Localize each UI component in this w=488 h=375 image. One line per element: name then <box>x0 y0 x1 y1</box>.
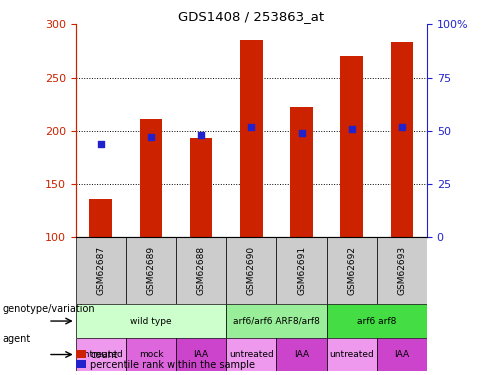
Point <box>147 134 155 140</box>
Bar <box>341 56 363 237</box>
Bar <box>190 138 212 237</box>
Text: IAA: IAA <box>194 350 209 359</box>
FancyBboxPatch shape <box>176 338 226 371</box>
FancyBboxPatch shape <box>326 338 377 371</box>
FancyBboxPatch shape <box>76 338 126 371</box>
Text: GSM62691: GSM62691 <box>297 246 306 296</box>
Text: wild type: wild type <box>130 316 172 326</box>
Text: genotype/variation: genotype/variation <box>2 304 95 314</box>
Bar <box>240 40 263 237</box>
FancyBboxPatch shape <box>377 237 427 304</box>
Point <box>247 124 255 130</box>
FancyBboxPatch shape <box>126 338 176 371</box>
Bar <box>140 119 162 237</box>
FancyBboxPatch shape <box>326 237 377 304</box>
Text: GSM62687: GSM62687 <box>96 246 105 296</box>
Text: arf6/arf6 ARF8/arf8: arf6/arf6 ARF8/arf8 <box>233 316 320 326</box>
FancyBboxPatch shape <box>126 237 176 304</box>
Text: count: count <box>90 350 118 360</box>
Text: GSM62689: GSM62689 <box>146 246 156 296</box>
Point <box>348 126 356 132</box>
FancyBboxPatch shape <box>377 338 427 371</box>
FancyBboxPatch shape <box>276 237 326 304</box>
Bar <box>290 108 313 237</box>
FancyBboxPatch shape <box>76 237 126 304</box>
Bar <box>89 199 112 237</box>
Text: untreated: untreated <box>229 350 274 359</box>
FancyBboxPatch shape <box>276 338 326 371</box>
FancyBboxPatch shape <box>226 304 326 338</box>
FancyBboxPatch shape <box>226 338 276 371</box>
Text: untreated: untreated <box>79 350 123 359</box>
Title: GDS1408 / 253863_at: GDS1408 / 253863_at <box>178 10 325 23</box>
FancyBboxPatch shape <box>326 304 427 338</box>
Text: untreated: untreated <box>329 350 374 359</box>
Text: arf6 arf8: arf6 arf8 <box>357 316 396 326</box>
Bar <box>390 42 413 237</box>
FancyBboxPatch shape <box>226 237 276 304</box>
Text: mock: mock <box>139 350 163 359</box>
Text: IAA: IAA <box>294 350 309 359</box>
Text: GSM62690: GSM62690 <box>247 246 256 296</box>
Text: IAA: IAA <box>394 350 409 359</box>
FancyBboxPatch shape <box>76 304 226 338</box>
Point <box>197 132 205 138</box>
Point <box>298 130 305 136</box>
FancyBboxPatch shape <box>176 237 226 304</box>
Text: agent: agent <box>2 334 31 344</box>
Text: GSM62692: GSM62692 <box>347 246 356 296</box>
Text: GSM62688: GSM62688 <box>197 246 205 296</box>
Point <box>97 141 104 147</box>
Point <box>398 124 406 130</box>
Text: percentile rank within the sample: percentile rank within the sample <box>90 360 255 370</box>
Text: GSM62693: GSM62693 <box>397 246 407 296</box>
